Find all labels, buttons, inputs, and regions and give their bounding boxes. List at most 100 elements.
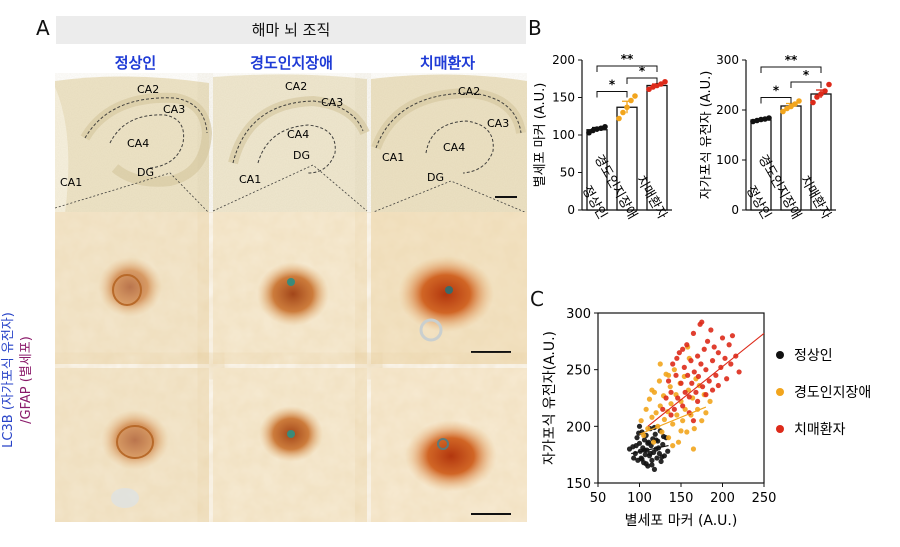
scatter-point — [626, 446, 633, 452]
scatter-point — [711, 344, 717, 350]
fit-line — [631, 445, 669, 455]
significance-bracket — [626, 77, 658, 84]
data-point — [780, 108, 786, 115]
scatter-point — [659, 429, 665, 435]
scatter-point — [665, 378, 672, 384]
scatter-point — [660, 441, 666, 448]
y-tick-label: 0 — [731, 203, 739, 217]
scatter-point — [695, 353, 701, 359]
panel-a-letter: A — [36, 16, 50, 40]
scatter-point — [678, 428, 684, 434]
label-ca4-normal: CA4 — [127, 137, 149, 150]
scatter-point — [699, 384, 706, 390]
y-tick-label: 300 — [716, 53, 739, 67]
data-point — [788, 103, 794, 110]
x-tick-label: 50 — [590, 491, 607, 506]
scatter-point — [652, 431, 658, 437]
y-tick-label: 200 — [552, 53, 575, 67]
y-tick-label: 150 — [552, 91, 575, 105]
stain-label-lc3b: LC3B (자가포식 유전자) — [1, 312, 16, 448]
scatter-point — [703, 392, 709, 398]
scatter-point — [699, 319, 705, 325]
scatter-point — [633, 443, 639, 449]
scatter-point — [646, 396, 653, 402]
overview-tile-normal: CA2 CA3 CA4 DG CA1 — [55, 73, 213, 213]
scatter-point — [688, 358, 694, 364]
scatter-point — [639, 456, 645, 462]
scatter-point — [674, 412, 680, 418]
scatter-point — [668, 389, 674, 395]
label-ca2-mci: CA2 — [285, 80, 307, 93]
data-point — [628, 97, 634, 104]
micrograph-normal-1 — [55, 212, 209, 364]
scatter-point — [649, 462, 655, 468]
scatter-point — [661, 416, 667, 423]
scatter-point — [708, 327, 714, 333]
x-tick-label: 100 — [627, 491, 652, 506]
panel-b-letter: B — [528, 16, 542, 40]
micrograph-dementia-2 — [371, 368, 527, 522]
scatter-point — [641, 432, 647, 438]
y-axis-label: 자가포식 유전자(A.U.) — [542, 331, 558, 465]
stain-label-gfap: /GFAP (별세포) — [19, 336, 34, 424]
scatter-point — [667, 384, 673, 390]
scatter-point — [643, 461, 649, 467]
scatter-point — [645, 440, 651, 446]
scatter-point — [689, 380, 695, 386]
scatter-point — [674, 355, 680, 361]
scatter-point — [704, 338, 711, 344]
scatter-point — [701, 346, 707, 352]
legend-label: 정상인 — [794, 348, 833, 364]
label-ca2-normal: CA2 — [137, 83, 159, 96]
y-tick-label: 250 — [566, 364, 591, 379]
scatter-point — [670, 421, 676, 427]
x-axis-label: 별세포 마커 (A.U.) — [625, 513, 738, 529]
scatter-point — [680, 418, 686, 424]
hippocampus-overview: CA2 CA3 CA4 DG CA1 CA2 CA3 CA4 DG CA1 CA… — [55, 73, 527, 213]
scatter-point — [736, 369, 742, 375]
scatter-point — [636, 423, 643, 429]
x-tick-label: 200 — [710, 491, 735, 506]
data-point — [796, 98, 802, 104]
data-point — [826, 81, 832, 88]
overview-tile-dementia: CA2 CA3 CA4 CA1 DG — [370, 73, 527, 213]
scatter-point — [654, 455, 660, 461]
scatter-point — [656, 378, 663, 384]
legend-marker — [776, 425, 784, 433]
scatter-point — [690, 446, 697, 452]
label-ca4-mci: CA4 — [287, 128, 309, 141]
scatter-point — [698, 361, 704, 367]
panel-a-header: 해마 뇌 조직 — [56, 16, 526, 44]
y-axis-label: 별세포 마커 (A.U.) — [533, 83, 548, 188]
scatter-point — [663, 395, 669, 401]
scatter-point — [680, 346, 686, 352]
data-point — [766, 115, 772, 121]
legend-label: 경도인지장애 — [794, 385, 871, 401]
scatter-point — [658, 458, 664, 465]
scatter-point — [670, 361, 676, 367]
scatter-point — [634, 435, 640, 441]
data-point — [792, 101, 798, 107]
scatter-point — [685, 372, 691, 378]
scatter-point — [636, 430, 642, 436]
label-ca1-normal: CA1 — [60, 176, 82, 189]
scatter-point — [728, 361, 734, 367]
significance-label: * — [609, 78, 616, 92]
scatter-point — [686, 394, 692, 400]
label-dg-mci: DG — [293, 149, 310, 162]
scatter-point — [665, 448, 671, 454]
astrocyte-micrographs — [55, 212, 527, 522]
scatter-point — [724, 376, 730, 382]
scatter-point — [681, 364, 687, 370]
scatter-point — [649, 457, 655, 463]
scatter-point — [709, 358, 716, 364]
label-ca1-dementia: CA1 — [382, 151, 404, 164]
legend-label: 치매환자 — [794, 422, 846, 438]
panel-c-letter: C — [530, 287, 544, 311]
y-tick-label: 0 — [567, 203, 575, 217]
scatter-point — [642, 452, 648, 458]
y-axis-label: 자가포식 유전자 (A.U.) — [700, 71, 714, 200]
scatter-point — [659, 454, 665, 460]
scatter-point — [638, 418, 644, 424]
scatter-point — [693, 389, 699, 395]
